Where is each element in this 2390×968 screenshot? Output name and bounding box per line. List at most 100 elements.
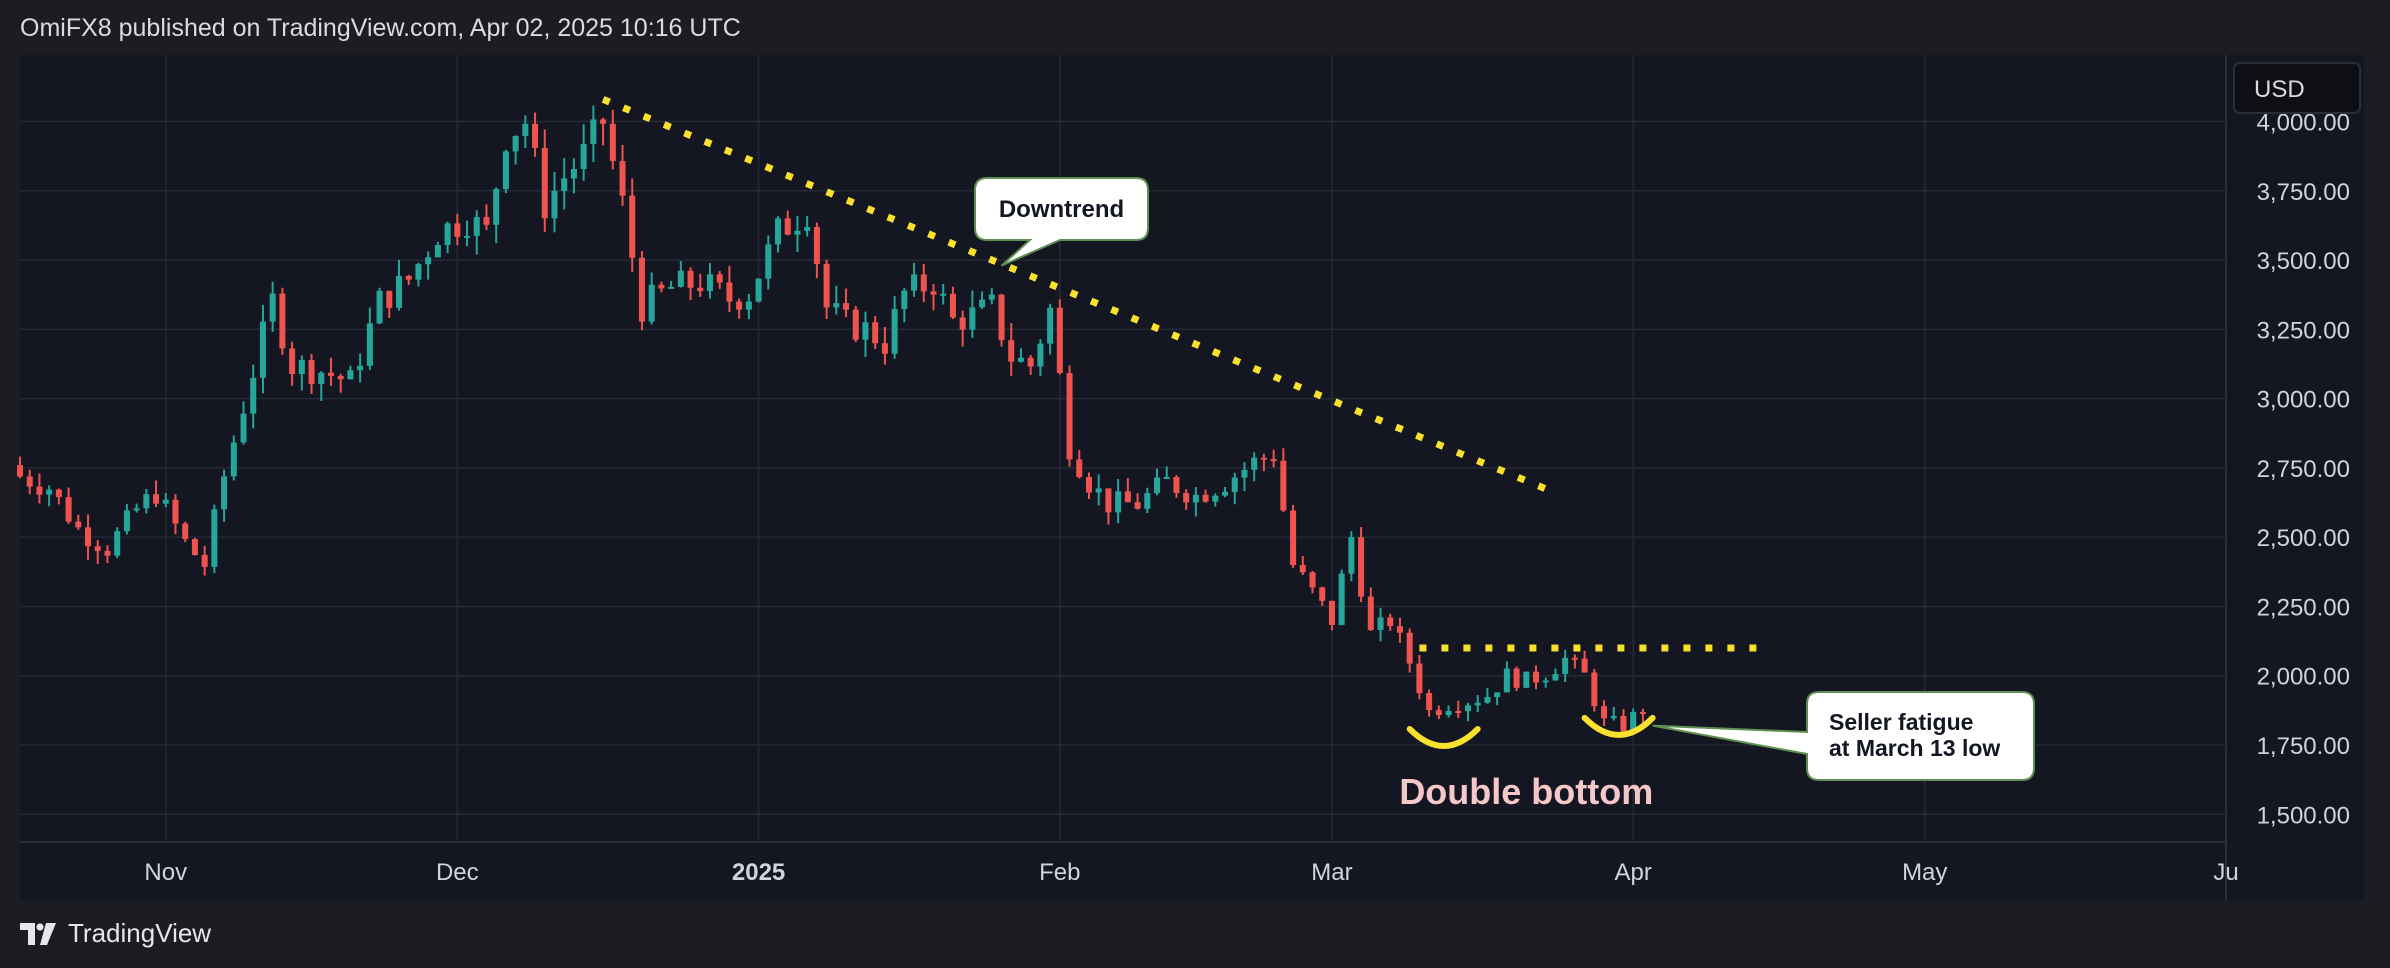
currency-button-box[interactable] (2233, 62, 2361, 114)
candle-body (1095, 488, 1102, 493)
price-tick-label: 3,250.00 (2257, 317, 2350, 344)
price-chart[interactable]: 4,000.00 3,750.00 3,500.00 3,250.00 3,000.00… (0, 0, 2390, 900)
candle-body (1319, 587, 1326, 601)
candle-body (1154, 477, 1161, 494)
candle-body (813, 226, 820, 264)
candle-body (1377, 617, 1384, 630)
time-tick-label: Apr (1615, 859, 1652, 886)
time-tick-label: Feb (1039, 859, 1080, 886)
candle-body (221, 476, 228, 510)
candle-body (502, 151, 509, 190)
candle-body (570, 168, 577, 179)
candle-body (1542, 680, 1549, 683)
candle-body (1231, 477, 1238, 492)
candle-body (687, 270, 694, 288)
candle-body (1105, 488, 1112, 513)
price-tick-label: 2,500.00 (2257, 525, 2350, 552)
price-tick-label: 2,750.00 (2257, 456, 2350, 483)
candle-body (1552, 674, 1559, 681)
candle-body (1241, 469, 1248, 478)
candle-body (1338, 573, 1345, 625)
candle-body (648, 284, 655, 322)
candle-body (1251, 457, 1258, 470)
tradingview-brand[interactable]: TradingView (20, 918, 211, 949)
candle-body (230, 442, 237, 477)
candle-body (872, 322, 879, 344)
candle-body (473, 217, 480, 236)
double-bottom-arc-right (1581, 714, 1656, 738)
price-tick-label: 3,750.00 (2257, 179, 2350, 206)
candle-body (337, 375, 344, 380)
candle-body (464, 235, 471, 238)
candle-body (1144, 493, 1151, 509)
candle-body (172, 499, 179, 524)
candle-body (1212, 495, 1219, 502)
candle-body (949, 293, 956, 318)
candle-body (1299, 564, 1306, 573)
candle-body (561, 178, 568, 191)
candle-body (726, 282, 733, 302)
candle-body (1494, 692, 1501, 698)
candle-body (862, 322, 869, 340)
candle-body (46, 489, 53, 495)
candle-body (279, 293, 286, 349)
candle-body (1367, 596, 1374, 630)
candle-body (1280, 460, 1287, 511)
candle-body (1630, 711, 1637, 732)
candle-body (26, 476, 33, 487)
candle-body (123, 510, 130, 532)
candle-body (1163, 476, 1170, 479)
candle-body (1222, 491, 1229, 496)
candle-body (1066, 373, 1073, 460)
candle-body (930, 291, 937, 295)
candle-body (153, 494, 160, 504)
candle-body (1591, 672, 1598, 707)
downtrend-label: Downtrend (999, 196, 1124, 223)
candle-body (1202, 494, 1209, 502)
candle-body (541, 147, 548, 219)
candle-body (1445, 710, 1452, 716)
candle-body (182, 523, 189, 540)
candle-body (600, 119, 607, 124)
candle-body (250, 377, 257, 414)
candle-body (852, 309, 859, 340)
price-tick-label: 4,000.00 (2257, 110, 2350, 137)
downtrend-line (601, 96, 1557, 497)
candle-body (1562, 657, 1569, 675)
time-tick-label: Nov (144, 859, 187, 886)
candle-body (1027, 357, 1034, 367)
price-axis[interactable]: 4,000.00 3,750.00 3,500.00 3,250.00 3,000.00… (2257, 110, 2350, 830)
candle-body (522, 123, 529, 136)
candle-body (483, 217, 490, 225)
price-tick-label: 1,500.00 (2257, 802, 2350, 829)
candle-body (1406, 632, 1413, 664)
candle-body (1047, 307, 1054, 344)
candle-body (512, 135, 519, 152)
candle-body (65, 497, 72, 522)
time-tick-label: Dec (436, 859, 479, 886)
candle-body (327, 372, 334, 376)
candle-body (1474, 702, 1481, 706)
candle-body (1533, 671, 1540, 683)
currency-button-label[interactable]: USD (2254, 76, 2305, 103)
currency-button[interactable]: USD (2233, 62, 2361, 114)
time-tick-label: Mar (1311, 859, 1352, 886)
candle-body (1192, 494, 1199, 503)
candle-body (1571, 657, 1578, 660)
candle-body (988, 294, 995, 300)
candle-body (1183, 492, 1190, 503)
candle-body (551, 190, 558, 219)
candle-body (1484, 697, 1491, 703)
time-axis[interactable]: Nov Dec 2025 Feb Mar Apr May Ju (144, 859, 2238, 886)
candle-body (347, 370, 354, 380)
candle-body (590, 119, 597, 144)
candle-body (1348, 537, 1355, 574)
candle-body (318, 372, 325, 384)
candle-body (298, 360, 305, 374)
candle-body (833, 303, 840, 308)
brand-name: TradingView (68, 918, 212, 948)
candle-body (1435, 710, 1442, 716)
candle-body (444, 223, 451, 246)
candle-body (1503, 668, 1510, 693)
candle-body (1328, 600, 1335, 625)
